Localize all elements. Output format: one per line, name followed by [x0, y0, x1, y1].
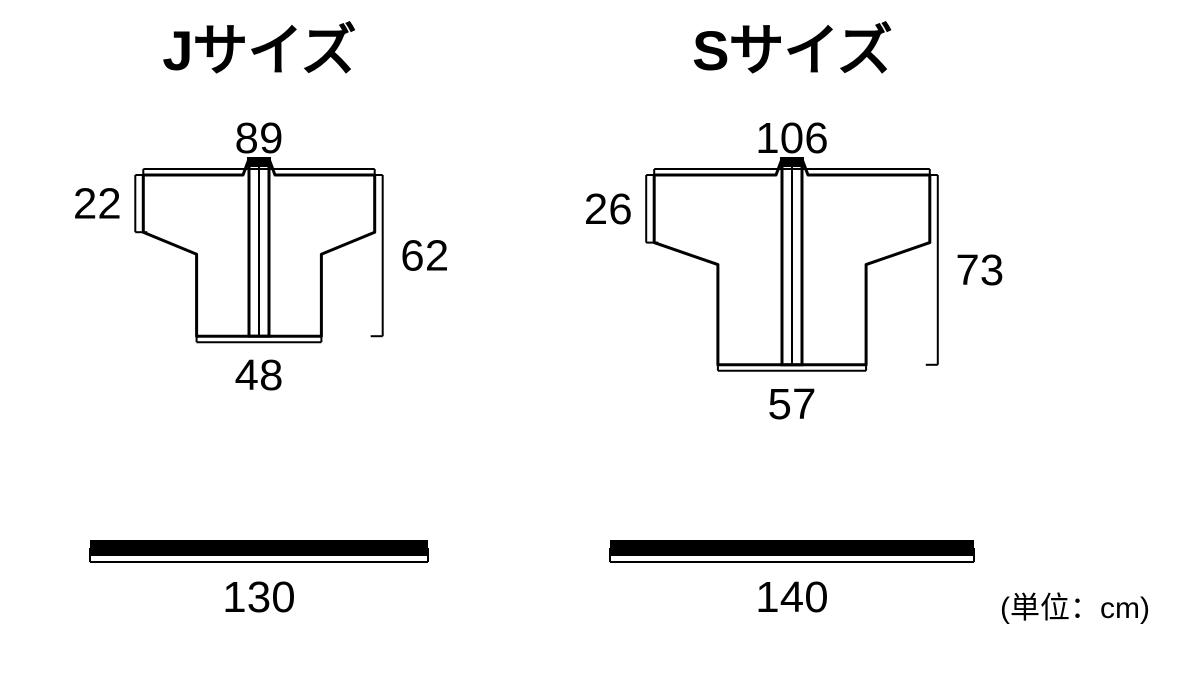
svg-text:22: 22: [73, 180, 122, 229]
belt-bar: [90, 540, 428, 556]
svg-text:106: 106: [755, 114, 828, 163]
svg-text:73: 73: [955, 246, 1004, 295]
svg-text:26: 26: [584, 185, 633, 234]
svg-text:48: 48: [235, 351, 284, 400]
size-diagram: Jサイズ 89 22 62 48 130: [73, 19, 449, 622]
svg-text:57: 57: [768, 380, 817, 429]
svg-text:140: 140: [755, 573, 828, 622]
belt-bar: [610, 540, 974, 556]
size-title: Jサイズ: [162, 19, 355, 82]
size-diagram: Sサイズ 106 26 73 57 140: [584, 19, 1005, 622]
svg-text:62: 62: [400, 232, 449, 281]
diagram-canvas: Jサイズ 89 22 62 48 130 Sサイズ 106 26 73 57 140 (単位：cm): [0, 0, 1200, 696]
svg-text:130: 130: [222, 573, 295, 622]
size-title: Sサイズ: [692, 19, 892, 82]
unit-label: (単位：cm): [1000, 592, 1150, 625]
svg-text:89: 89: [235, 114, 284, 163]
